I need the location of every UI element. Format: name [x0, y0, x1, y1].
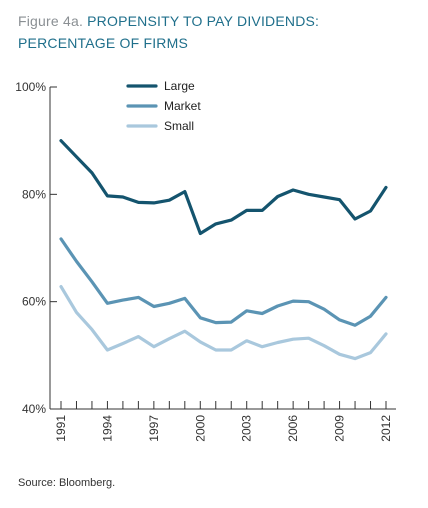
x-tick-label: 1997	[147, 415, 161, 442]
title-line-1: PROPENSITY TO PAY DIVIDENDS:	[87, 13, 320, 29]
legend-label-market: Market	[164, 99, 201, 113]
figure-number: Figure 4a.	[18, 13, 84, 29]
x-tick-label: 2009	[333, 415, 347, 442]
y-tick-label: 60%	[22, 295, 46, 309]
series-lines	[59, 139, 388, 361]
x-tick-label: 1994	[100, 415, 114, 442]
y-tick-label: 40%	[22, 402, 46, 416]
legend-label-small: Small	[164, 119, 194, 133]
y-tick-label: 100%	[15, 80, 46, 94]
title-line-2: PERCENTAGE OF FIRMS	[18, 35, 188, 51]
x-tick-label: 2000	[193, 415, 207, 442]
series-line-small	[59, 285, 388, 361]
legend-label-large: Large	[164, 79, 195, 93]
series-line-market	[59, 237, 388, 327]
series-line-large	[59, 139, 388, 236]
x-tick-label: 2003	[240, 415, 254, 442]
x-tick-label: 2006	[286, 415, 300, 442]
x-tick-label: 1991	[54, 415, 68, 442]
axes: 40% 60% 80% 100% 1991 1994 1997 2000 2003 2006 200…	[15, 80, 396, 442]
y-tick-label: 80%	[22, 187, 46, 201]
source-note: Source: Bloomberg.	[18, 477, 116, 489]
figure-title: Figure 4a. PROPENSITY TO PAY DIVIDENDS: …	[18, 10, 418, 54]
legend: Large Market Small	[126, 79, 201, 133]
x-tick-label: 2012	[379, 415, 393, 442]
